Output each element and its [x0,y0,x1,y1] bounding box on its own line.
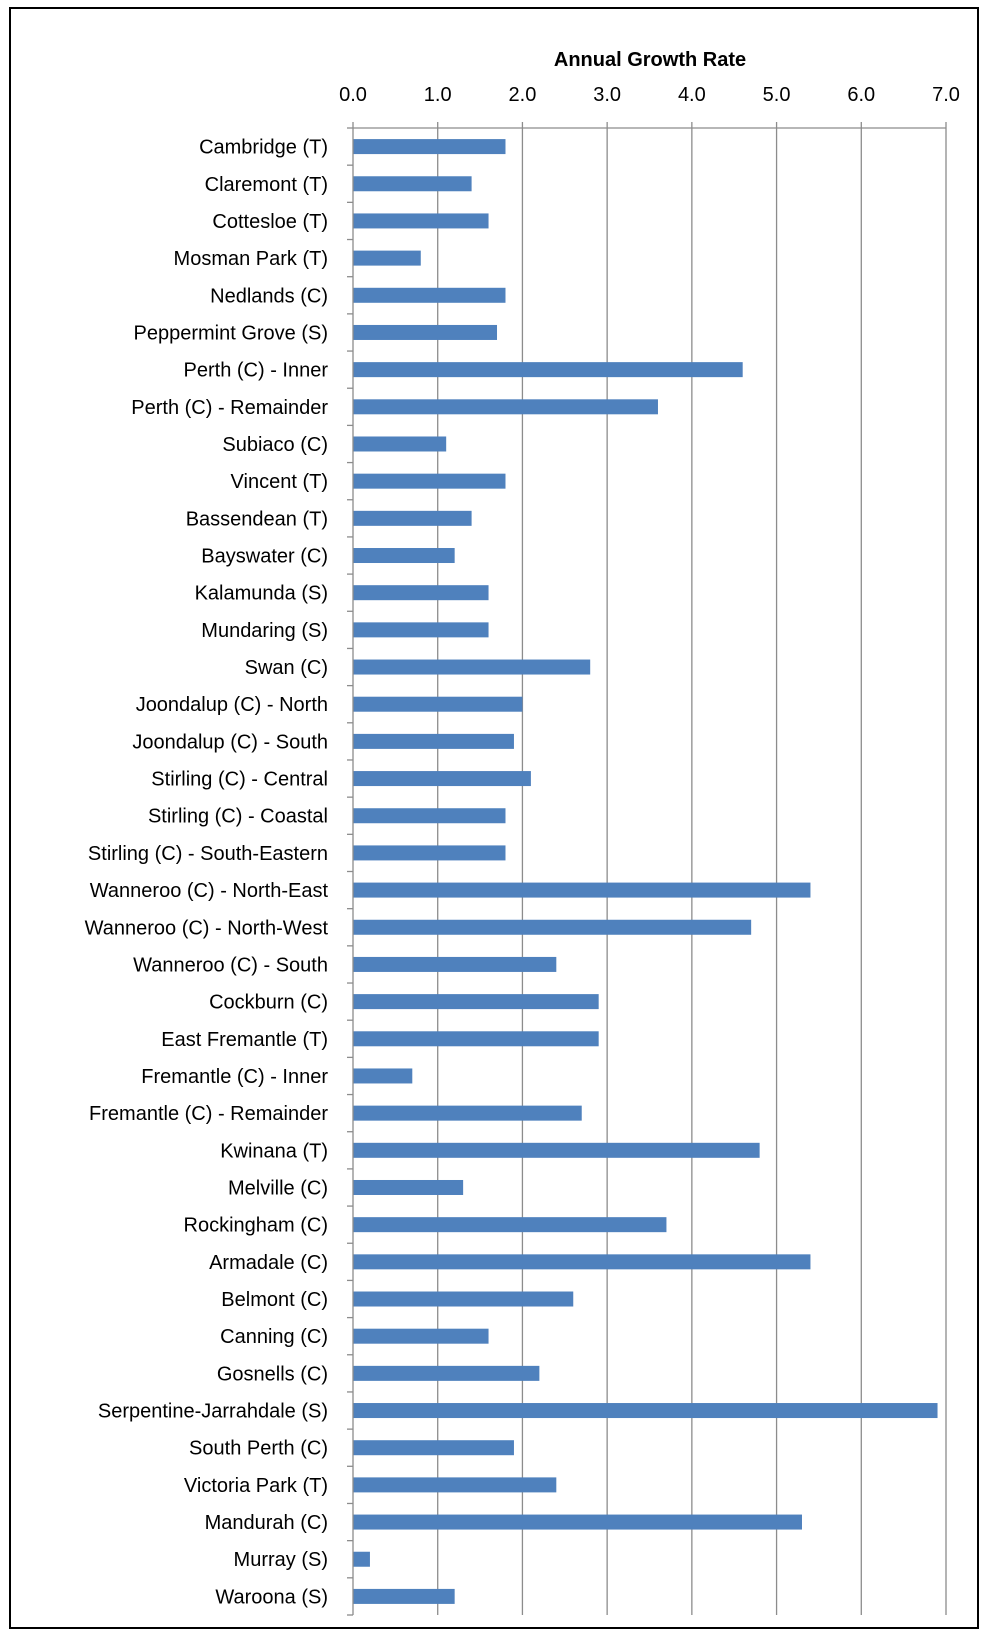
bar [353,362,743,378]
category-label: Serpentine-Jarrahdale (S) [98,1401,328,1423]
bar [353,696,523,712]
x-tick-label: 3.0 [593,84,621,106]
bar [353,956,557,972]
x-tick-labels: 0.0 1.0 2.0 3.0 4.0 5.0 6.0 7.0 [339,84,960,106]
gridlines [437,128,947,1615]
x-tick-label: 2.0 [509,84,537,106]
bar [353,436,447,452]
category-label: Mundaring (S) [201,620,328,642]
bar [353,1179,464,1195]
bar [353,1105,582,1121]
category-label: East Fremantle (T) [161,1029,328,1051]
bar [353,176,472,192]
category-label: Fremantle (C) - Inner [141,1066,328,1088]
bar [353,213,489,229]
bar [353,399,658,415]
category-label: Nedlands (C) [210,285,328,307]
x-tick-label: 4.0 [678,84,706,106]
bar [353,1068,413,1084]
bar [353,622,489,638]
category-label: Rockingham (C) [184,1215,328,1237]
category-label: Kalamunda (S) [195,583,328,605]
category-label: Cambridge (T) [199,137,328,159]
bar [353,919,752,935]
bar [353,808,506,824]
bar [353,287,506,303]
category-label: Fremantle (C) - Remainder [89,1103,328,1125]
chart-title: Annual Growth Rate [554,49,746,71]
bar [353,1403,938,1419]
category-label: South Perth (C) [189,1438,328,1460]
bar [353,1142,760,1158]
bar [353,1254,811,1270]
category-label: Wanneroo (C) - South [133,954,328,976]
category-label: Peppermint Grove (S) [133,322,328,344]
axes [347,122,947,1616]
category-label: Canning (C) [220,1326,328,1348]
category-label: Gosnells (C) [217,1363,328,1385]
x-tick-label: 6.0 [847,84,875,106]
bar [353,1588,455,1604]
category-label: Joondalup (C) - South [132,731,328,753]
bar [353,1291,574,1307]
category-label: Subiaco (C) [222,434,328,456]
bar [353,510,472,526]
bar [353,1365,540,1381]
category-label: Melville (C) [228,1177,328,1199]
category-label: Mandurah (C) [205,1512,328,1534]
category-label: Waroona (S) [215,1586,328,1608]
category-label: Kwinana (T) [220,1140,328,1162]
category-label: Wanneroo (C) - North-West [85,917,329,939]
category-label: Armadale (C) [209,1252,328,1274]
bar [353,585,489,601]
category-label: Claremont (T) [205,174,328,196]
bar [353,1477,557,1493]
x-tick-label: 1.0 [424,84,452,106]
x-tick-label: 0.0 [339,84,367,106]
category-label: Murray (S) [234,1549,328,1571]
category-label: Wanneroo (C) - North-East [90,880,329,902]
bar [353,473,506,489]
category-label: Cockburn (C) [209,992,328,1014]
category-label: Stirling (C) - South-Eastern [88,843,328,865]
bar [353,845,506,861]
category-label: Perth (C) - Remainder [131,397,328,419]
x-tick-label: 5.0 [763,84,791,106]
category-label: Mosman Park (T) [174,248,328,270]
category-label: Swan (C) [245,657,328,679]
bar [353,733,514,749]
bars [353,139,938,1604]
category-label: Belmont (C) [221,1289,328,1311]
category-label: Joondalup (C) - North [136,694,328,716]
bar [353,1514,802,1530]
bar [353,771,531,787]
bar [353,1551,370,1567]
bar [353,139,506,155]
category-label: Bassendean (T) [186,508,328,530]
category-label: Cottesloe (T) [212,211,328,233]
bar [353,659,591,675]
bar [353,548,455,564]
category-label: Vincent (T) [231,471,328,493]
bar [353,994,599,1010]
category-labels: Cambridge (T) Claremont (T) Cottesloe (T) M… [85,137,329,1609]
bar [353,1031,599,1047]
category-label: Perth (C) - Inner [184,360,329,382]
category-label: Victoria Park (T) [184,1475,328,1497]
category-label: Bayswater (C) [201,546,328,568]
x-tick-label: 7.0 [932,84,960,106]
bar [353,882,811,898]
bar [353,1328,489,1344]
category-label: Stirling (C) - Coastal [148,806,328,828]
bar [353,324,498,340]
bar [353,1217,667,1233]
bar [353,1440,514,1456]
category-label: Stirling (C) - Central [151,769,328,791]
bar [353,250,421,266]
